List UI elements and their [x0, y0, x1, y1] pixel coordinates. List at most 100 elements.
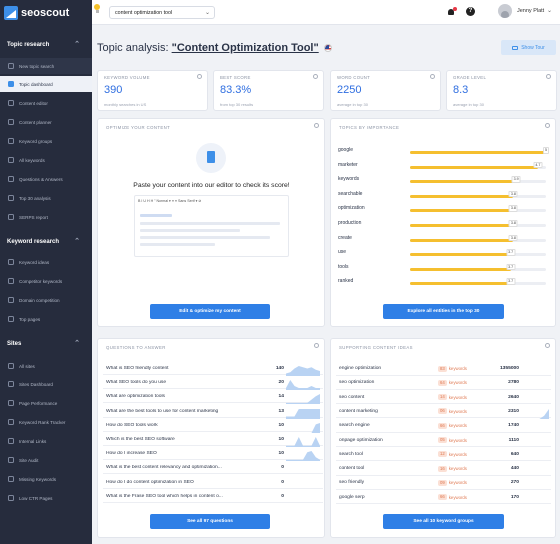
keyword-group-row[interactable]: search engine 66 keywords 1740: [336, 419, 551, 433]
keyword-group-row[interactable]: seo content 14 keywords 2640: [336, 391, 551, 405]
topic-name[interactable]: tools: [338, 263, 349, 270]
question-text: What are the best tools to use for conte…: [106, 408, 219, 414]
avatar[interactable]: [498, 4, 512, 18]
sidebar-item-site-audit[interactable]: Site Audit: [0, 452, 92, 468]
keyword-count-badge[interactable]: 66 keywords: [438, 494, 467, 501]
sparkline-area: [286, 394, 320, 405]
info-icon[interactable]: [430, 74, 435, 79]
keyword-count-badge[interactable]: 66 keywords: [438, 422, 467, 429]
question-row[interactable]: How do SEO tools work 10: [103, 419, 323, 433]
keyword-count-badge[interactable]: 83 keywords: [438, 365, 467, 372]
topic-name[interactable]: create: [338, 234, 352, 241]
sidebar-item-content-planner[interactable]: Content planner: [0, 114, 92, 130]
sidebar-item-top-30-analysis[interactable]: Top 30 analysis: [0, 190, 92, 206]
keyword-group-row[interactable]: google serp 66 keywords 170: [336, 491, 551, 505]
sidebar-item-low-ctr-pages[interactable]: Low CTR Pages: [0, 490, 92, 506]
sidebar-item-page-performance[interactable]: Page Performance: [0, 395, 92, 411]
question-row[interactable]: What is SEO friendly content 140: [103, 362, 323, 376]
topic-name[interactable]: production: [338, 220, 362, 226]
topic-name[interactable]: use: [338, 249, 347, 256]
explore-entities-button[interactable]: Explore all entities in the top 30: [383, 304, 504, 319]
sidebar-item-content-editor[interactable]: Content editor: [0, 95, 92, 111]
brand-logo[interactable]: seoscout: [4, 5, 69, 21]
keyword-group-row[interactable]: engine optimization 83 keywords 1355000: [336, 362, 551, 376]
info-icon[interactable]: [314, 343, 319, 348]
sidebar-item-keyword-ideas[interactable]: Keyword ideas: [0, 254, 92, 270]
question-trend: [286, 448, 320, 462]
see-all-questions-button[interactable]: See all 97 questions: [150, 514, 270, 529]
keyword-count-badge[interactable]: 05 keywords: [438, 437, 467, 444]
keyword-group-row[interactable]: content marketing 06 keywords 2310: [336, 405, 551, 419]
dashboard-icon: [8, 381, 14, 387]
sidebar-item-internal-links[interactable]: Internal Links: [0, 433, 92, 449]
lightbulb-icon[interactable]: [93, 4, 101, 15]
sidebar-item-questions-answers[interactable]: Questions & Answers: [0, 171, 92, 187]
topic-name[interactable]: keywords: [338, 176, 360, 183]
sidebar-item-top-pages[interactable]: Top pages: [0, 311, 92, 327]
chevron-up-icon: ⌃: [74, 238, 80, 245]
editor-preview[interactable]: B I U H H " Normal ▾ ≡ ≡ Sans Serif ▾ ⊘: [134, 195, 289, 257]
sidebar-item-serps-report[interactable]: SERPS report: [0, 209, 92, 225]
topic-name[interactable]: optimization: [338, 205, 365, 212]
keyword-volume: 1355000: [499, 366, 519, 371]
bell-icon[interactable]: [447, 7, 457, 16]
stat-value: 8.3: [453, 84, 469, 96]
keyword-count-badge[interactable]: 12 keywords: [438, 451, 467, 458]
info-icon[interactable]: [197, 74, 202, 79]
sidebar-section-topic-research[interactable]: Topic research ⌃: [0, 37, 92, 53]
sidebar-item-missing-keywords[interactable]: Missing Keywords: [0, 471, 92, 487]
sidebar-item-sites-dashboard[interactable]: Sites Dashboard: [0, 376, 92, 392]
keyword-group-row[interactable]: seo optimization 64 keywords 2780: [336, 376, 551, 390]
keyword-count-badge[interactable]: 06 keywords: [438, 408, 467, 415]
sidebar-section-sites[interactable]: Sites ⌃: [0, 336, 92, 352]
edit-optimize-button[interactable]: Edit & optimize my content: [150, 304, 270, 319]
sidebar-item-competitor-keywords[interactable]: Competitor keywords: [0, 273, 92, 289]
sidebar-item-keyword-rank-tracker[interactable]: Keyword Rank Tracker: [0, 414, 92, 430]
question-row[interactable]: What is the best content relevancy and o…: [103, 461, 323, 475]
question-row[interactable]: How do I do content optimization in SEO 0: [103, 476, 323, 489]
info-icon[interactable]: [313, 74, 318, 79]
keyword-count-badge[interactable]: 14 keywords: [438, 394, 467, 401]
topic-name[interactable]: searchable: [338, 190, 363, 197]
topic-name[interactable]: marketer: [338, 161, 358, 168]
topic-bar-fill: [410, 282, 511, 286]
topic-bar-fill: [410, 165, 538, 169]
info-icon[interactable]: [314, 123, 319, 128]
sidebar-item-topic-dashboard[interactable]: Topic dashboard: [0, 76, 92, 92]
keyword-group-row[interactable]: seo friendly 09 keywords 270: [336, 476, 551, 490]
sidebar-item-new-topic-search[interactable]: New topic search: [0, 58, 92, 74]
show-tour-button[interactable]: Show Tour: [501, 40, 556, 55]
keyword-group-row[interactable]: content tool 16 keywords 440: [336, 462, 551, 476]
see-all-keyword-groups-button[interactable]: See all 10 keyword groups: [383, 514, 504, 529]
keyword-group-row[interactable]: onpage optimization 05 keywords 1110: [336, 434, 551, 447]
topic-select[interactable]: content optimization tool ⌄: [109, 6, 215, 19]
sidebar-item-domain-competition[interactable]: Domain competition: [0, 292, 92, 308]
user-name[interactable]: Jenny Platt: [517, 8, 545, 14]
sidebar-item-all-keywords[interactable]: All keywords: [0, 152, 92, 168]
topic-name[interactable]: google: [338, 147, 354, 153]
stat-value: 390: [104, 84, 123, 96]
question-row[interactable]: What is the Frase SEO tool which helps i…: [103, 490, 323, 503]
keyword-count-badge[interactable]: 16 keywords: [438, 465, 467, 472]
info-icon[interactable]: [545, 123, 550, 128]
question-row[interactable]: How do I increase SEO 10: [103, 447, 323, 462]
keyword-count-badge[interactable]: 64 keywords: [438, 379, 467, 386]
badge-number: 06: [438, 408, 447, 415]
question-row[interactable]: What are optimization tools 14: [103, 390, 323, 405]
question-text: What is the Frase SEO tool which helps i…: [106, 493, 223, 499]
keyword-volume: 270: [510, 480, 519, 486]
sidebar-item-keyword-groups[interactable]: Keyword groups: [0, 133, 92, 149]
help-icon[interactable]: ?: [466, 7, 475, 16]
question-row[interactable]: What are the best tools to use for conte…: [103, 405, 323, 419]
info-icon[interactable]: [546, 74, 551, 79]
question-row[interactable]: Which is the best SEO software 10: [103, 433, 323, 447]
sidebar-section-keyword-research[interactable]: Keyword research ⌃: [0, 234, 92, 250]
keyword-group-row[interactable]: search tool 12 keywords 640: [336, 448, 551, 462]
keyword-count-badge[interactable]: 09 keywords: [438, 479, 467, 486]
question-row[interactable]: What SEO tools do you use 20: [103, 376, 323, 391]
chevron-down-icon[interactable]: ⌄: [547, 8, 553, 14]
title-keyword[interactable]: "Content Optimization Tool": [171, 42, 319, 54]
sidebar-item-all-sites[interactable]: All sites: [0, 358, 92, 374]
info-icon[interactable]: [545, 343, 550, 348]
topic-name[interactable]: ranked: [338, 278, 354, 285]
